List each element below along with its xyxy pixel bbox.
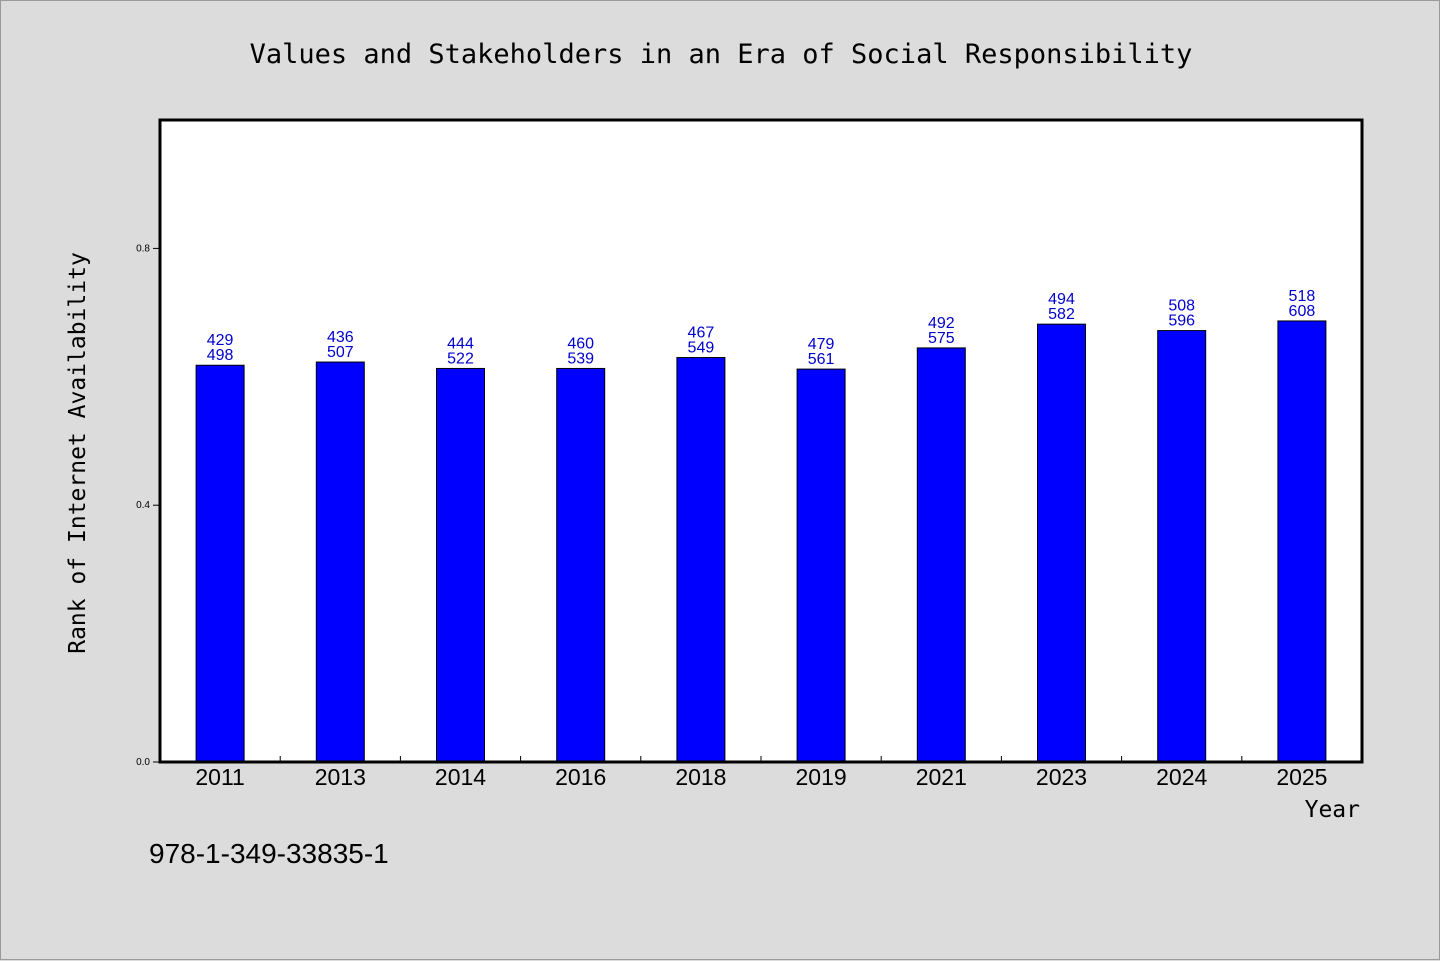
bar-2018	[676, 357, 726, 763]
isbn-code: 978-1-349-33835-1	[149, 838, 389, 869]
x-axis-ticks: 2011 2013 2014 2016 2018 2019 2021 2023 2024 2025	[195, 756, 1327, 790]
x-tick-label-2013: 2013	[315, 764, 366, 790]
data-label-bottom-2024: 596	[1168, 313, 1195, 330]
data-label-top-2023: 494	[1048, 291, 1075, 308]
bar-2024	[1157, 330, 1207, 763]
data-label-bottom-2011: 498	[207, 347, 234, 364]
bars-group	[195, 320, 1327, 763]
data-label-top-2024: 508	[1168, 298, 1195, 315]
y-tick-label-0.0: 0.0	[136, 757, 150, 768]
chart-title: Values and Stakeholders in an Era of Soc…	[250, 39, 1193, 70]
bar-2025	[1277, 320, 1327, 763]
data-label-top-2019: 479	[808, 336, 835, 353]
data-label-top-2013: 436	[327, 329, 354, 346]
data-label-top-2016: 460	[567, 335, 594, 352]
y-axis-ticks: 0.0 0.4 0.8	[136, 243, 160, 768]
bar-2014	[436, 367, 485, 763]
x-tick-label-2024: 2024	[1156, 764, 1207, 790]
x-tick-label-2014: 2014	[435, 764, 486, 790]
bar-2013	[315, 361, 365, 763]
y-tick-label-0.4: 0.4	[136, 500, 150, 511]
y-tick-label-0.8: 0.8	[136, 243, 150, 254]
data-label-bottom-2014: 522	[447, 350, 474, 367]
bar-2023	[1037, 323, 1086, 763]
data-label-bottom-2013: 507	[327, 344, 354, 361]
data-label-bottom-2021: 575	[928, 330, 955, 347]
x-tick-label-2025: 2025	[1276, 764, 1327, 790]
x-tick-label-2011: 2011	[195, 764, 244, 790]
data-label-top-2011: 429	[207, 332, 234, 349]
data-label-bottom-2019: 561	[808, 351, 835, 368]
data-label-top-2021: 492	[928, 315, 955, 332]
data-label-top-2018: 467	[688, 325, 715, 342]
data-label-bottom-2025: 608	[1289, 303, 1316, 320]
plot-border	[158, 118, 1364, 764]
bar-2021	[916, 347, 966, 763]
x-tick-label-2021: 2021	[916, 764, 967, 790]
x-tick-label-2016: 2016	[555, 764, 606, 790]
bar-2016	[556, 367, 606, 763]
data-label-bottom-2018: 549	[688, 340, 715, 357]
bar-2011	[195, 364, 245, 763]
bar-2019	[796, 368, 846, 763]
y-axis-label: Rank of Internet Availability	[65, 252, 91, 654]
x-tick-label-2023: 2023	[1036, 764, 1087, 790]
data-label-top-2014: 444	[447, 335, 474, 352]
data-label-top-2025: 518	[1289, 288, 1316, 305]
x-axis-label: Year	[1305, 797, 1360, 823]
x-tick-label-2018: 2018	[675, 764, 726, 790]
data-label-bottom-2016: 539	[567, 350, 594, 367]
data-label-bottom-2023: 582	[1048, 306, 1075, 323]
x-tick-label-2019: 2019	[796, 764, 847, 790]
